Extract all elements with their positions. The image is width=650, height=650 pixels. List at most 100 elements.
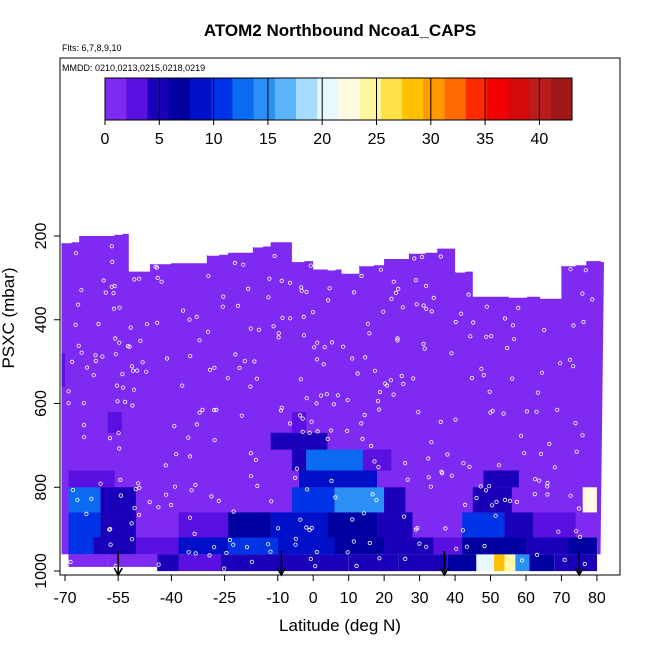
sample-marker	[359, 273, 364, 278]
sample-marker	[144, 322, 150, 327]
heatmap-cell	[472, 487, 512, 513]
sample-marker	[571, 323, 576, 328]
y-axis-label: PSXC (mbar)	[0, 267, 18, 368]
sample-marker	[403, 556, 408, 562]
sample-marker	[360, 436, 365, 441]
sample-marker	[571, 364, 576, 369]
sample-marker	[424, 544, 429, 549]
sample-marker	[278, 408, 284, 413]
sample-marker	[478, 484, 483, 489]
heatmap-cell	[533, 512, 576, 538]
heatmap-cell	[270, 512, 328, 538]
sample-marker	[117, 305, 122, 310]
sample-marker	[355, 371, 360, 376]
sample-marker	[363, 355, 368, 360]
sample-marker	[538, 451, 544, 456]
sample-marker	[453, 417, 458, 422]
sample-marker	[568, 267, 573, 272]
sample-marker	[489, 503, 495, 508]
sample-marker	[365, 321, 370, 326]
heatmap-cell	[100, 432, 144, 450]
heatmap-cell	[61, 353, 65, 387]
x-tick-label: 10	[340, 590, 358, 607]
sample-marker	[299, 288, 304, 293]
colorbar-swatch	[189, 78, 212, 120]
sample-marker	[194, 422, 199, 427]
sample-marker	[82, 435, 87, 440]
sample-marker	[136, 481, 141, 486]
sample-marker	[329, 478, 334, 483]
sample-marker	[108, 542, 113, 547]
sample-marker	[545, 492, 550, 497]
sample-marker	[469, 375, 475, 381]
sample-marker	[471, 320, 476, 325]
sample-marker	[414, 302, 419, 307]
heatmap-cell	[157, 554, 179, 572]
heatmap-cell	[107, 411, 122, 433]
sample-marker	[140, 360, 145, 365]
flight-track-bar	[291, 259, 305, 263]
y-axis: 200 400 600 800 1000	[33, 223, 60, 589]
colorbar-swatch	[550, 78, 573, 120]
heatmap-cell	[504, 554, 516, 572]
sample-marker	[577, 534, 583, 540]
flight-track-bar	[252, 244, 264, 248]
sample-marker	[328, 428, 334, 433]
heatmap-cell	[291, 449, 307, 471]
heatmap-cell	[327, 512, 377, 538]
sample-marker	[189, 488, 194, 493]
heatmap-cell	[483, 470, 519, 488]
dates-subtitle: MMDD: 0210,0213,0215,0218,0219	[62, 63, 205, 73]
sample-marker	[567, 357, 573, 362]
sample-marker	[117, 446, 122, 451]
sample-marker	[401, 514, 407, 519]
sample-marker	[186, 550, 191, 555]
sample-marker	[272, 253, 277, 259]
sample-marker	[322, 344, 327, 350]
sample-marker	[331, 402, 336, 407]
plot-area	[61, 231, 605, 577]
sample-marker	[377, 389, 383, 395]
sample-marker	[482, 543, 487, 549]
heatmap-cell	[515, 554, 530, 572]
colorbar-tick-label: 15	[259, 131, 277, 148]
heatmap-cell	[306, 449, 363, 471]
sample-marker	[111, 306, 117, 311]
x-tick-label: -55	[107, 590, 130, 607]
sample-marker	[187, 317, 192, 322]
colorbar-tick-label: 0	[101, 131, 110, 148]
heatmap-cell	[529, 554, 555, 572]
sample-marker	[370, 492, 375, 497]
flight-track-bar	[114, 231, 124, 235]
sample-marker	[248, 326, 253, 331]
sample-marker	[367, 331, 372, 336]
sample-marker	[248, 474, 254, 479]
sample-marker	[401, 381, 406, 386]
sample-marker	[335, 393, 340, 398]
sample-marker	[493, 513, 498, 518]
colorbar-swatch	[274, 78, 297, 120]
sample-marker	[574, 529, 579, 534]
sample-marker	[300, 416, 305, 421]
sample-marker	[381, 309, 386, 314]
sample-marker	[510, 323, 516, 328]
sample-marker	[301, 333, 307, 338]
flight-track-bar	[508, 294, 528, 298]
sample-marker	[154, 265, 159, 270]
sample-marker	[405, 477, 410, 482]
heatmap-cell	[228, 537, 278, 555]
sample-marker	[547, 441, 552, 446]
heatmap-cell	[582, 487, 597, 513]
flight-track-bar	[150, 261, 172, 265]
y-tick-label: 800	[33, 474, 50, 501]
sample-marker	[246, 286, 251, 291]
heatmap-cell	[68, 470, 115, 488]
sample-marker	[70, 359, 75, 364]
colorbar-tick-label: 35	[476, 131, 494, 148]
sample-marker	[351, 539, 356, 544]
heatmap-cell	[291, 411, 307, 433]
sample-marker	[188, 353, 193, 359]
sample-marker	[181, 308, 186, 313]
sample-marker	[519, 558, 525, 563]
